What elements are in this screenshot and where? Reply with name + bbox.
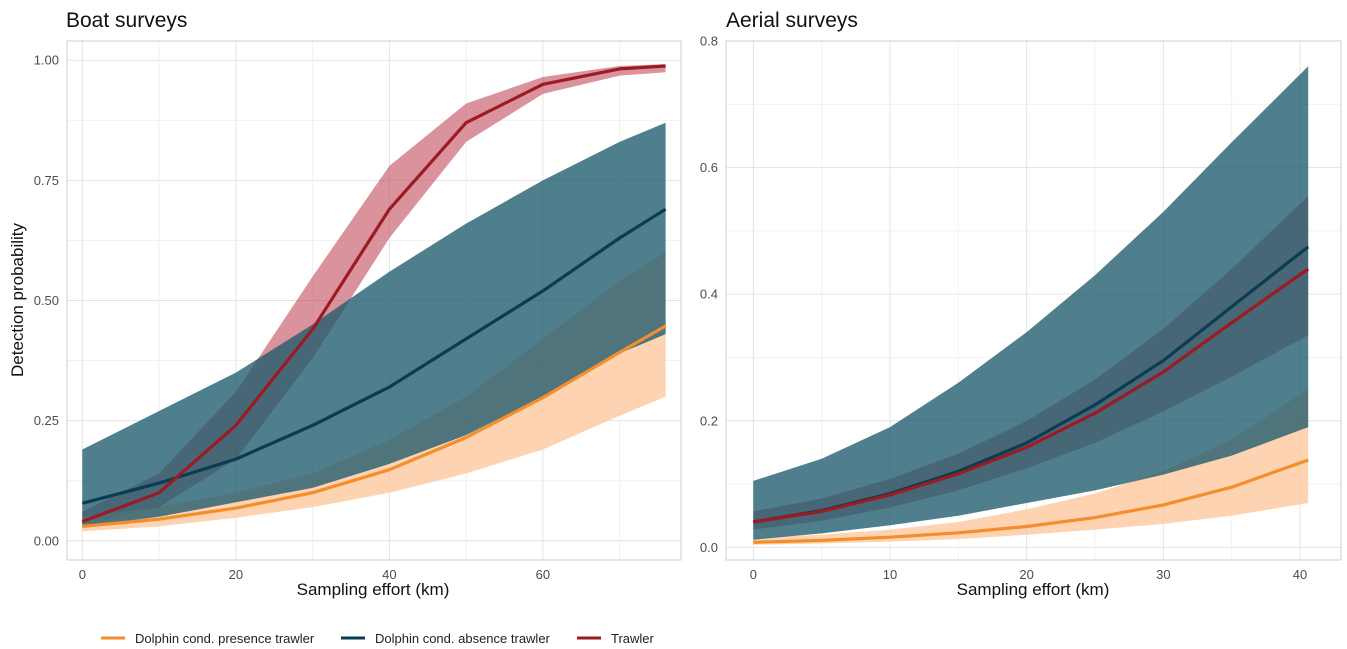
boat-x-tick-label: 40 <box>382 567 396 582</box>
boat-x-tick-label: 20 <box>229 567 243 582</box>
aerial-ribbons <box>753 66 1309 545</box>
boat-x-axis-label: Sampling effort (km) <box>297 580 450 599</box>
boat-x-tick-label: 0 <box>79 567 86 582</box>
legend-label-absence: Dolphin cond. absence trawler <box>375 631 551 646</box>
boat-surveys-title: Boat surveys <box>66 9 187 32</box>
aerial-surveys-panel: Aerial surveys 0 10 20 30 40 0.0 0.2 0.4 0.6 0.8… <box>700 9 1342 599</box>
boat-line-dolphin-cond-presence-trawler <box>82 324 667 528</box>
boat-lines <box>81 64 667 528</box>
aerial-surveys-title: Aerial surveys <box>726 9 858 32</box>
boat-y-tick-label: 0.50 <box>34 293 59 308</box>
aerial-x-tick-label: 30 <box>1156 567 1170 582</box>
aerial-lines <box>753 245 1310 544</box>
aerial-x-tick-label: 20 <box>1019 567 1033 582</box>
aerial-line-trawler <box>753 267 1310 524</box>
legend-label-trawler: Trawler <box>611 631 655 646</box>
aerial-x-ticks: 0 10 20 30 40 <box>750 567 1308 582</box>
aerial-x-tick-label: 40 <box>1293 567 1307 582</box>
boat-y-tick-label: 1.00 <box>34 53 59 68</box>
boat-x-ticks: 0 20 40 60 <box>79 567 550 582</box>
boat-y-tick-label: 0.00 <box>34 533 59 548</box>
y-axis-label: Detection probability <box>8 222 27 377</box>
boat-surveys-panel: Boat surveys 0 20 40 60 0.00 0.25 0.50 0.75 1.0… <box>8 9 682 599</box>
boat-line-trawler <box>81 64 666 524</box>
aerial-y-tick-label: 0.4 <box>700 287 718 302</box>
aerial-y-tick-label: 0.8 <box>700 34 718 49</box>
boat-plot-frame <box>66 40 682 561</box>
legend: Dolphin cond. presence trawler Dolphin c… <box>101 631 655 646</box>
aerial-x-tick-label: 0 <box>750 567 757 582</box>
aerial-line-dolphin-cond-presence-trawler <box>753 458 1309 544</box>
aerial-y-tick-label: 0.2 <box>700 413 718 428</box>
legend-label-presence: Dolphin cond. presence trawler <box>135 631 315 646</box>
boat-ribbon-dolphin-cond-absence-trawler <box>82 122 666 527</box>
aerial-y-tick-label: 0.0 <box>700 540 718 555</box>
boat-y-ticks: 0.00 0.25 0.50 0.75 1.00 <box>34 53 59 549</box>
boat-y-tick-label: 0.75 <box>34 173 59 188</box>
aerial-ribbon-dolphin-cond-presence-trawler <box>753 389 1309 545</box>
aerial-y-tick-label: 0.6 <box>700 160 718 175</box>
boat-x-tick-label: 60 <box>536 567 550 582</box>
boat-line-dolphin-cond-absence-trawler <box>81 207 667 505</box>
boat-ribbons <box>82 64 666 532</box>
aerial-x-tick-label: 10 <box>883 567 897 582</box>
boat-y-tick-label: 0.25 <box>34 413 59 428</box>
aerial-plot-frame <box>725 40 1342 561</box>
aerial-x-axis-label: Sampling effort (km) <box>957 580 1110 599</box>
aerial-y-ticks: 0.0 0.2 0.4 0.6 0.8 <box>700 34 718 555</box>
aerial-ribbon-dolphin-cond-absence-trawler <box>753 66 1309 540</box>
